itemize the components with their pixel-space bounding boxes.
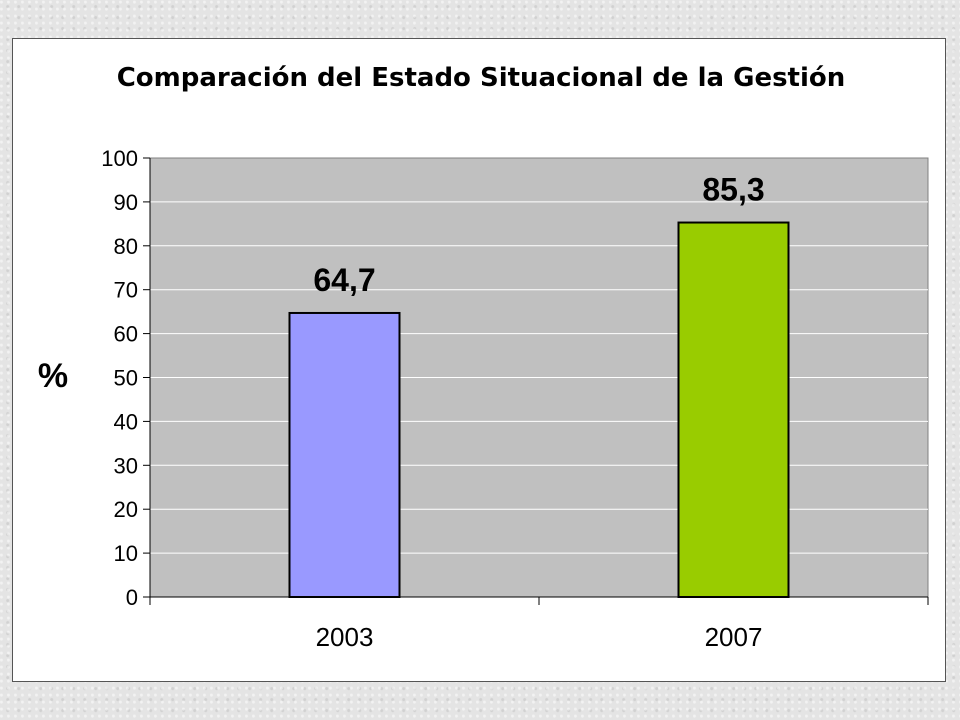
bar-2007 bbox=[677, 221, 790, 599]
y-tick-label: 100 bbox=[101, 146, 138, 171]
bar-chart: Comparación del Estado Situacional de la… bbox=[38, 63, 929, 652]
chart-title: Comparación del Estado Situacional de la… bbox=[117, 63, 846, 93]
y-tick-label: 0 bbox=[126, 585, 138, 610]
bar-2003 bbox=[288, 311, 401, 598]
data-label-2007: 85,3 bbox=[702, 172, 764, 208]
y-axis-label: % bbox=[38, 357, 68, 395]
y-tick-label: 30 bbox=[114, 453, 138, 478]
y-tick-label: 90 bbox=[114, 190, 138, 215]
gridlines bbox=[150, 201, 928, 554]
x-tick-label-2003: 2003 bbox=[316, 622, 374, 652]
x-tick-label-2007: 2007 bbox=[705, 622, 763, 652]
labels: 0 10 20 30 40 50 60 70 80 90 100 64,7 2003 85,3 2007 bbox=[101, 146, 764, 652]
y-tick-label: 60 bbox=[114, 322, 138, 347]
y-tick-label: 40 bbox=[114, 409, 138, 434]
chart-frame: Comparación del Estado Situacional de la… bbox=[12, 38, 946, 682]
y-tick-label: 50 bbox=[114, 366, 138, 391]
y-tick-label: 20 bbox=[114, 497, 138, 522]
axes bbox=[143, 157, 929, 605]
data-label-2003: 64,7 bbox=[313, 262, 375, 298]
y-tick-label: 70 bbox=[114, 278, 138, 303]
y-tick-label: 10 bbox=[114, 541, 138, 566]
y-tick-label: 80 bbox=[114, 234, 138, 259]
bars bbox=[288, 221, 790, 599]
